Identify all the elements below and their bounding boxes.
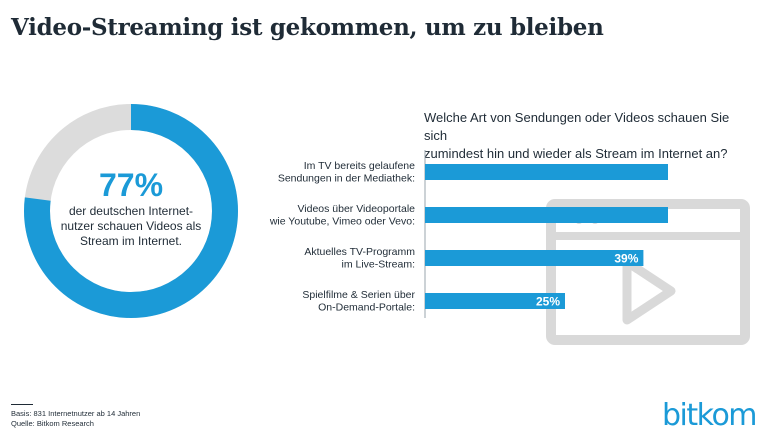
bar xyxy=(425,164,668,180)
bar-value-label: 39% xyxy=(614,252,638,266)
chart-question: Welche Art von Sendungen oder Videos sch… xyxy=(424,110,730,161)
category-label: Videos über Videoportale wie Youtube, Vim… xyxy=(269,203,415,228)
donut-chart xyxy=(24,104,238,318)
category-label: Im TV bereits gelaufene Sendungen in der … xyxy=(278,160,415,185)
donut-label: 77% der deutschen Internet- nutzer schau… xyxy=(52,168,210,249)
bar-value-label: 25% xyxy=(536,295,560,309)
bar xyxy=(425,207,668,223)
donut-percentage: 77% xyxy=(98,167,164,203)
bar xyxy=(425,293,565,309)
category-label: Aktuelles TV-Programm im Live-Stream: xyxy=(304,246,415,271)
donut-value-arc xyxy=(24,104,238,318)
bar xyxy=(425,250,644,266)
footnote-divider xyxy=(11,404,33,405)
donut-caption: der deutschen Internet- nutzer schauen V… xyxy=(60,204,202,248)
bitkom-logo: bitkom xyxy=(662,398,758,433)
page-title: Video-Streaming ist gekommen, um zu blei… xyxy=(11,14,604,41)
footnote: Basis: 831 Internetnutzer ab 14 Jahren Q… xyxy=(11,409,141,428)
category-label: Spielfilme & Serien über On-Demand-Portal… xyxy=(302,289,415,314)
